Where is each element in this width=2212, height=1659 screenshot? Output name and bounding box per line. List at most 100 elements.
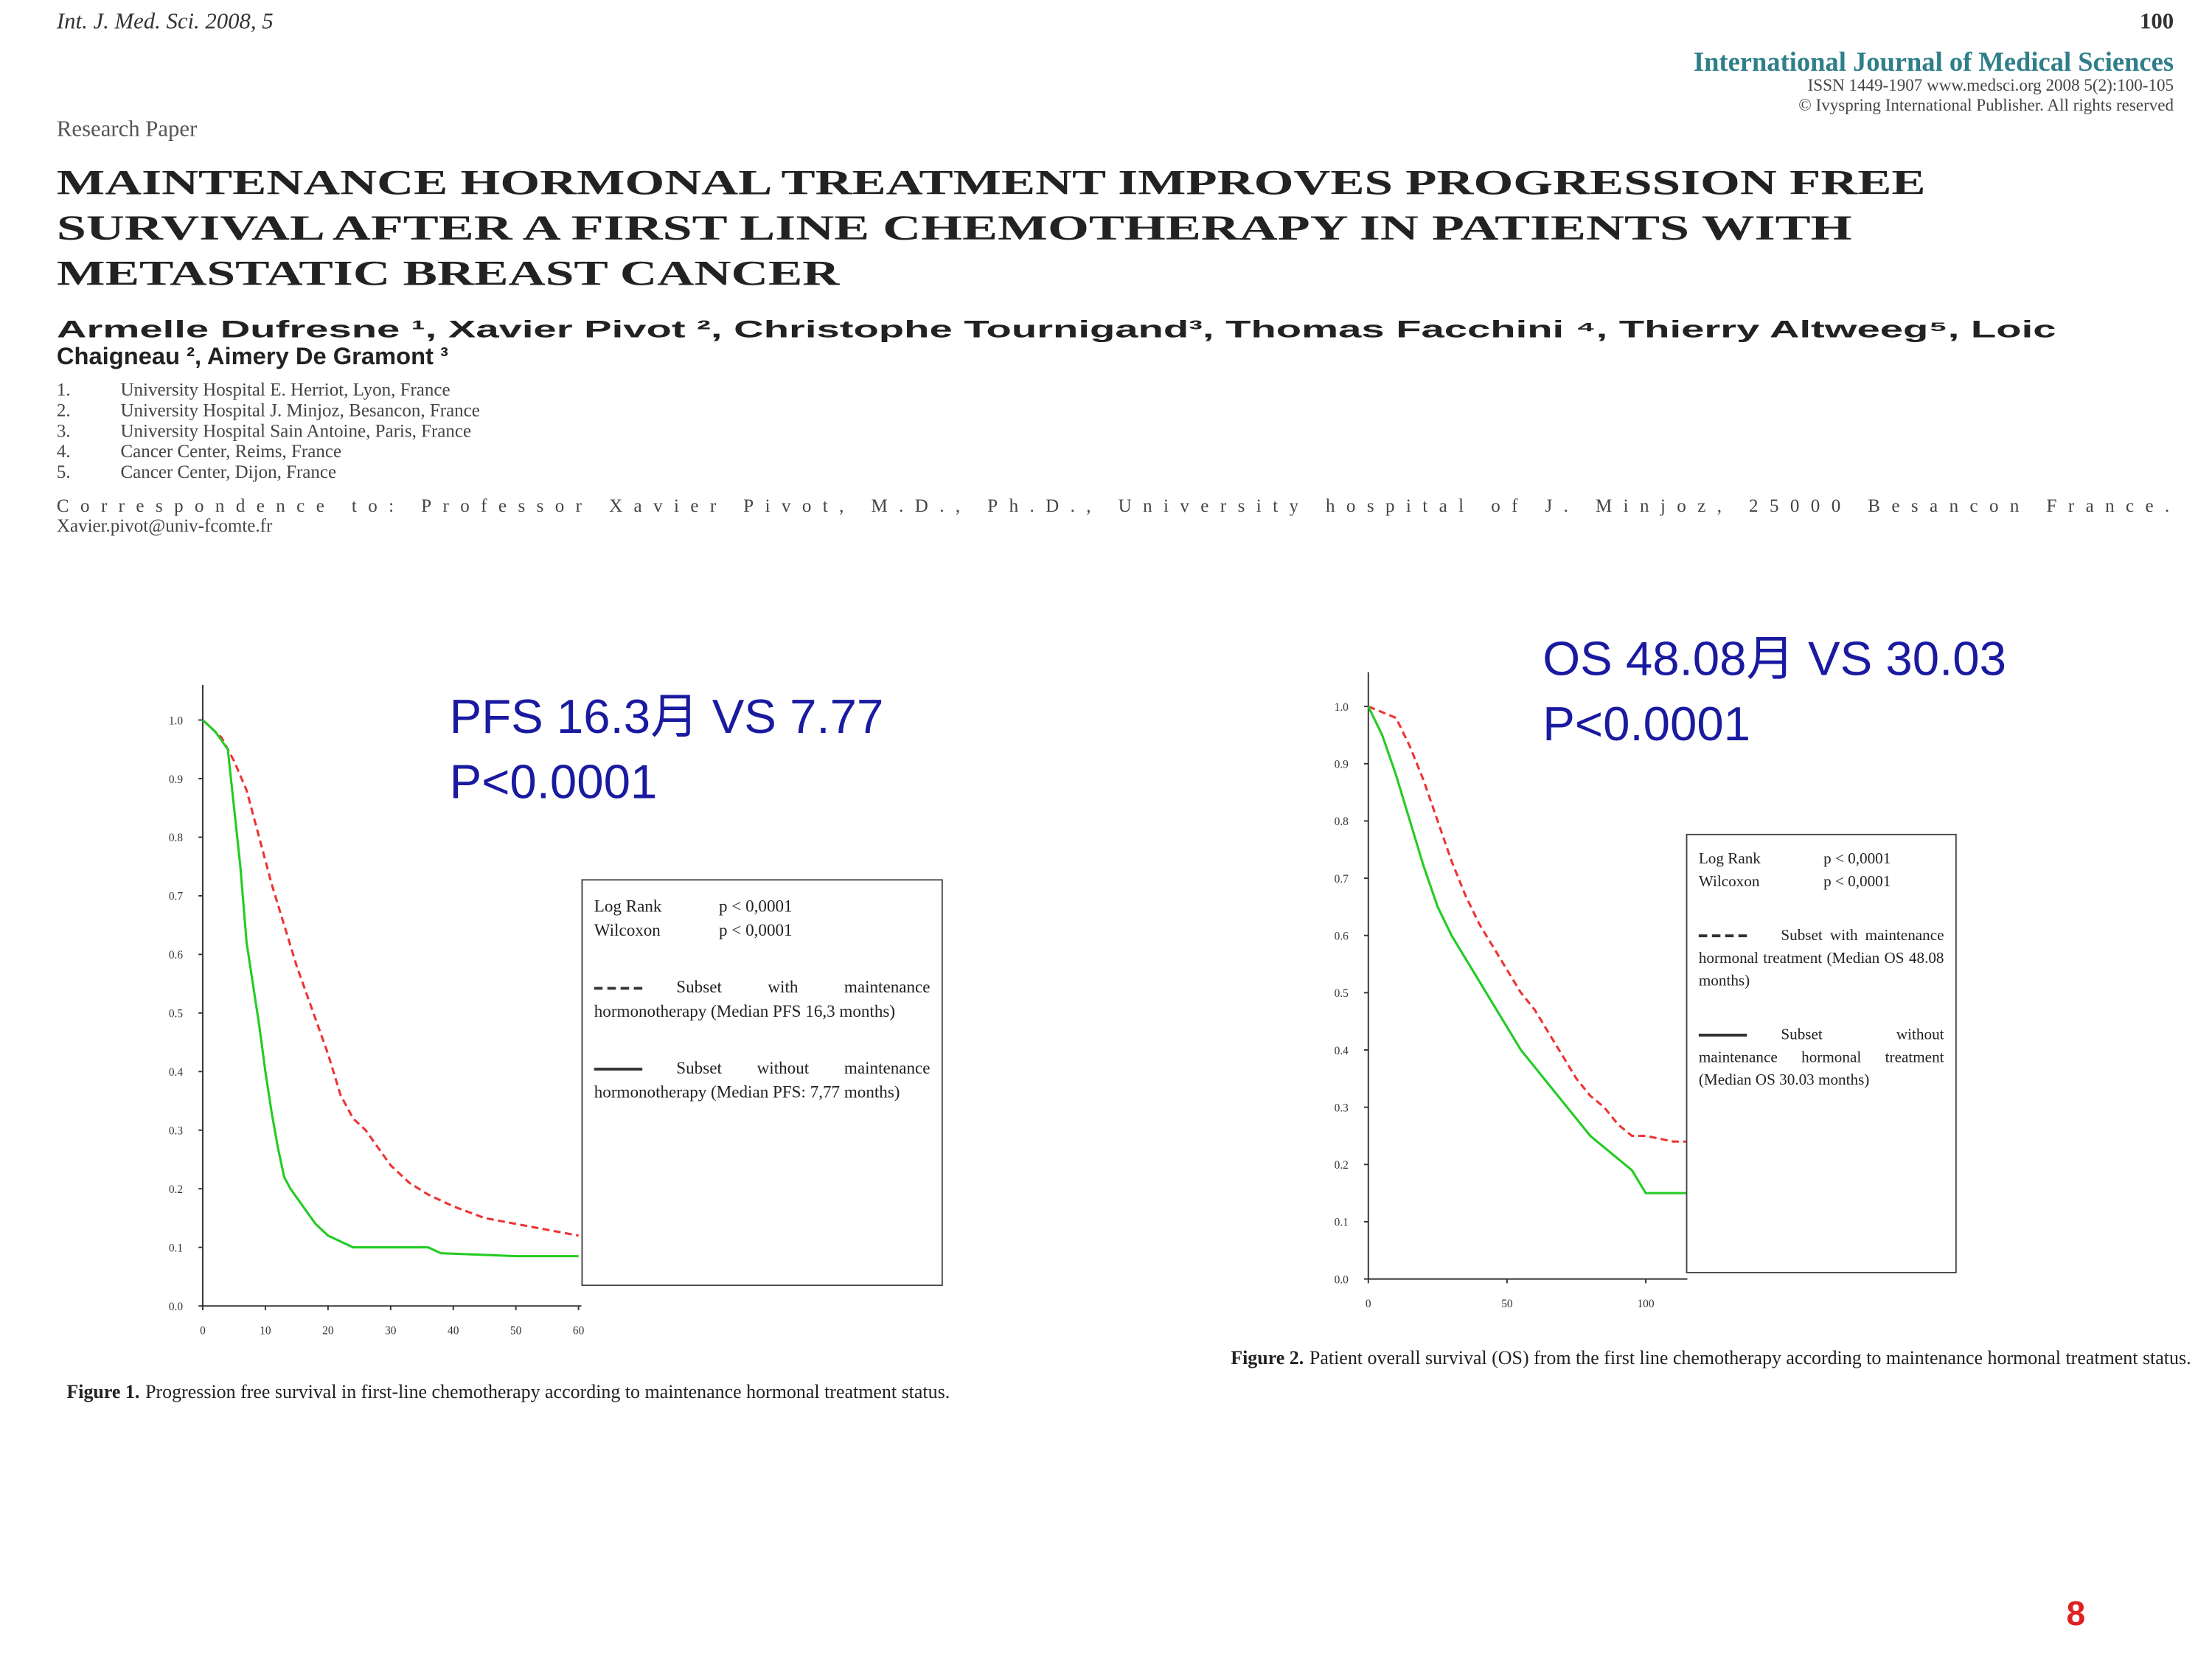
affiliation-number: 1. <box>57 380 71 400</box>
y-tick-label: 0.0 <box>169 1301 184 1313</box>
legend-stat: Wilcoxon p < 0,0001 <box>594 919 931 944</box>
affiliation-number: 5. <box>57 462 71 482</box>
legend-label: Subset with maintenance hormonal treatme… <box>1698 927 1944 990</box>
survival-curve <box>201 719 579 1258</box>
caption-label: Figure 1. <box>66 1381 139 1402</box>
caption-text: Patient overall survival (OS) from the f… <box>1310 1347 2191 1368</box>
figure-caption: Figure 2. Patient overall survival (OS) f… <box>1231 1347 2191 1368</box>
y-tick-label: 0.9 <box>169 773 184 786</box>
affiliation-number: 4. <box>57 442 71 462</box>
correspondence: Xavier.pivot@univ-fcomte.fr <box>57 516 273 536</box>
y-tick-label: 0.8 <box>1335 815 1349 828</box>
survival-curve <box>201 719 579 1237</box>
y-tick-label: 0.4 <box>1335 1045 1349 1057</box>
journal-ref: Int. J. Med. Sci. 2008, 5 <box>56 8 274 33</box>
title-line: SURVIVAL AFTER A FIRST LINE CHEMOTHERAPY… <box>57 209 1852 248</box>
legend-stat-text: Log Rank <box>1698 850 1761 868</box>
journal-name: International Journal of Medical Science… <box>1694 46 2174 77</box>
caption-label: Figure 2. <box>1231 1347 1304 1368</box>
legend-stat: Log Rank p < 0,0001 <box>594 894 931 919</box>
y-tick-label: 0.7 <box>1335 873 1349 886</box>
x-tick-label: 10 <box>260 1325 271 1338</box>
y-tick-label: 0.8 <box>169 832 184 844</box>
affiliation-number: 3. <box>57 421 71 441</box>
y-tick-label: 1.0 <box>1335 701 1349 714</box>
legend-entry: Subset without maintenance hormonal trea… <box>1698 1025 1944 1093</box>
legend-stat-text: p < 0,0001 <box>1823 850 1891 868</box>
legend-label: Subset without maintenance hormonotherap… <box>594 1057 931 1102</box>
y-tick-label: 0.3 <box>1335 1102 1349 1114</box>
y-tick-label: 0.1 <box>169 1242 183 1254</box>
x-tick-label: 20 <box>322 1325 334 1338</box>
x-tick-label: 60 <box>573 1325 585 1338</box>
affiliation-text: University Hospital J. Minjoz, Besancon,… <box>120 400 479 420</box>
section: Research Paper <box>57 116 197 142</box>
legend-stat-text: Wilcoxon <box>594 920 661 941</box>
legend-swatch <box>594 1067 643 1071</box>
legend-stat-text: Wilcoxon <box>1698 873 1760 891</box>
legend-stat-text: p < 0,0001 <box>1823 873 1891 891</box>
x-tick-label: 30 <box>385 1325 397 1338</box>
y-tick-label: 0.4 <box>169 1066 184 1079</box>
x-tick-label: 40 <box>448 1325 459 1338</box>
legend-stat: Wilcoxon p < 0,0001 <box>1699 872 1944 895</box>
legend-box: Log Rank p < 0,0001 Wilcoxon p < 0,0001 Subs… <box>1686 833 1957 1273</box>
legend-entry: Subset with maintenance hormonotherapy (… <box>594 975 931 1025</box>
legend: Log Rank p < 0,0001 Wilcoxon p < 0,0001 Subs… <box>581 879 943 1287</box>
legend-stat: Log Rank p < 0,0001 <box>1699 849 1944 872</box>
copyright: © Ivyspring International Publisher. All… <box>1798 95 2174 114</box>
chart: 0.0 0.1 0.2 0.3 0.4 0.5 0.6 0.7 0.8 0.9 1.0 0 50 100 O… <box>1231 631 2191 1368</box>
affiliation-text: University Hospital Sain Antoine, Paris,… <box>120 421 471 441</box>
y-tick-label: 0.9 <box>1335 759 1349 771</box>
y-tick-label: 0.2 <box>1335 1159 1349 1172</box>
y-tick-label: 0.6 <box>169 949 184 961</box>
y-tick-label: 0.2 <box>169 1183 183 1196</box>
legend-swatch <box>1698 1034 1747 1037</box>
x-tick-label: 100 <box>1637 1298 1654 1310</box>
legend: Log Rank p < 0,0001 Wilcoxon p < 0,0001 Subs… <box>1686 833 1957 1273</box>
y-tick-label: 0.6 <box>1335 930 1349 942</box>
affiliation-number: 2. <box>57 400 71 420</box>
authors: Armelle Dufresne ¹, Xavier Pivot ², Chri… <box>57 316 2056 343</box>
x-tick-label: 50 <box>1501 1298 1513 1310</box>
legend-entry: Subset without maintenance hormonotherap… <box>594 1056 931 1105</box>
legend-stat-text: p < 0,0001 <box>719 920 793 941</box>
y-tick-label: 0.1 <box>1335 1217 1349 1229</box>
y-tick-label: 0.7 <box>169 891 184 903</box>
annotation: P<0.0001 <box>1543 697 1750 751</box>
legend-box: Log Rank p < 0,0001 Wilcoxon p < 0,0001 Subs… <box>581 879 943 1287</box>
y-tick-label: 0.3 <box>169 1125 184 1138</box>
issn: ISSN 1449-1907 www.medsci.org 2008 5(2):… <box>1808 75 2174 94</box>
affiliation-text: University Hospital E. Herriot, Lyon, Fr… <box>120 380 450 400</box>
legend-swatch <box>594 987 643 990</box>
legend-label: Subset without maintenance hormonal trea… <box>1698 1026 1944 1089</box>
survival-curve <box>1367 706 1688 1194</box>
legend-stat-text: Log Rank <box>594 896 662 917</box>
affiliation-text: Cancer Center, Reims, France <box>120 442 341 462</box>
page-number: 100 <box>2140 8 2174 33</box>
legend-swatch <box>1698 934 1747 938</box>
annotation: PFS 16.3月 VS 7.77 <box>450 689 884 743</box>
affiliation-text: Cancer Center, Dijon, France <box>120 462 336 482</box>
y-tick-label: 0.5 <box>169 1008 184 1020</box>
x-tick-label: 0 <box>1366 1298 1371 1310</box>
y-tick-label: 1.0 <box>169 714 184 727</box>
figure-caption: Figure 1. Progression free survival in fi… <box>66 1381 950 1402</box>
y-tick-label: 0.0 <box>1335 1273 1349 1286</box>
authors: Chaigneau ², Aimery De Gramont ³ <box>57 342 448 369</box>
affiliations: 1. University Hospital E. Herriot, Lyon, … <box>57 380 480 483</box>
slide-number: 8 <box>2067 1594 2086 1632</box>
survival-curve <box>1368 705 1688 1143</box>
title-line: MAINTENANCE HORMONAL TREATMENT IMPROVES … <box>57 163 1926 202</box>
legend-stat-text: p < 0,0001 <box>719 896 793 917</box>
legend-entry: Subset with maintenance hormonal treatme… <box>1698 926 1944 994</box>
annotation: OS 48.08月 VS 30.03 <box>1543 631 2006 685</box>
y-tick-label: 0.5 <box>1335 987 1349 1000</box>
x-tick-label: 0 <box>200 1325 206 1338</box>
chart: 0.0 0.1 0.2 0.3 0.4 0.5 0.6 0.7 0.8 0.9 1.0 0 10 20 30… <box>66 684 950 1402</box>
annotation: P<0.0001 <box>450 755 658 809</box>
legend-label: Subset with maintenance hormonotherapy (… <box>594 976 931 1021</box>
